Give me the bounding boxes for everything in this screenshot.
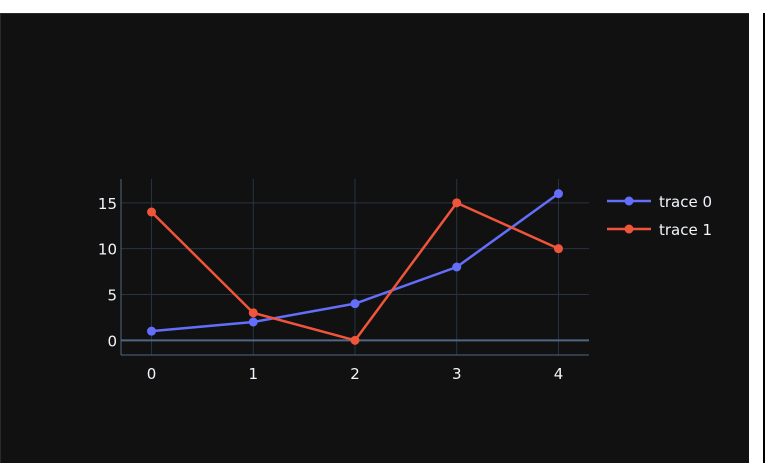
legend-marker — [624, 224, 634, 234]
data-point — [350, 299, 360, 309]
y-tick-label: 0 — [107, 332, 117, 350]
line-chart: 0 1 2 3 4 0 5 10 15 trace 0 trace 1 — [98, 179, 712, 383]
data-point — [553, 189, 563, 199]
series-1 — [147, 198, 563, 345]
x-tick-label: 4 — [554, 365, 564, 383]
legend-item[interactable]: trace 1 — [607, 221, 712, 239]
series-0 — [147, 189, 563, 336]
axes: 0 1 2 3 4 0 5 10 15 — [98, 179, 589, 383]
data-point — [147, 207, 157, 217]
series-layer — [147, 189, 563, 345]
data-point — [452, 198, 462, 208]
y-tick-label: 15 — [98, 195, 117, 213]
data-point — [147, 326, 157, 336]
data-point — [248, 308, 258, 318]
x-tick-label: 1 — [248, 365, 258, 383]
data-point — [553, 244, 563, 254]
legend-label: trace 1 — [659, 221, 712, 239]
legend-label: trace 0 — [659, 193, 712, 211]
x-tick-label: 2 — [350, 365, 360, 383]
x-tick-label: 3 — [452, 365, 462, 383]
y-tick-label: 5 — [107, 287, 117, 305]
x-tick-label: 0 — [147, 365, 157, 383]
legend-item[interactable]: trace 0 — [607, 193, 712, 211]
legend[interactable]: trace 0 trace 1 — [607, 193, 712, 239]
legend-marker — [624, 196, 634, 206]
chart-panel: 0 1 2 3 4 0 5 10 15 trace 0 trace 1 — [0, 13, 749, 463]
data-point — [350, 335, 360, 345]
panel-divider — [763, 13, 765, 463]
data-point — [452, 262, 462, 272]
y-tick-label: 10 — [98, 241, 117, 259]
data-point — [248, 317, 258, 327]
